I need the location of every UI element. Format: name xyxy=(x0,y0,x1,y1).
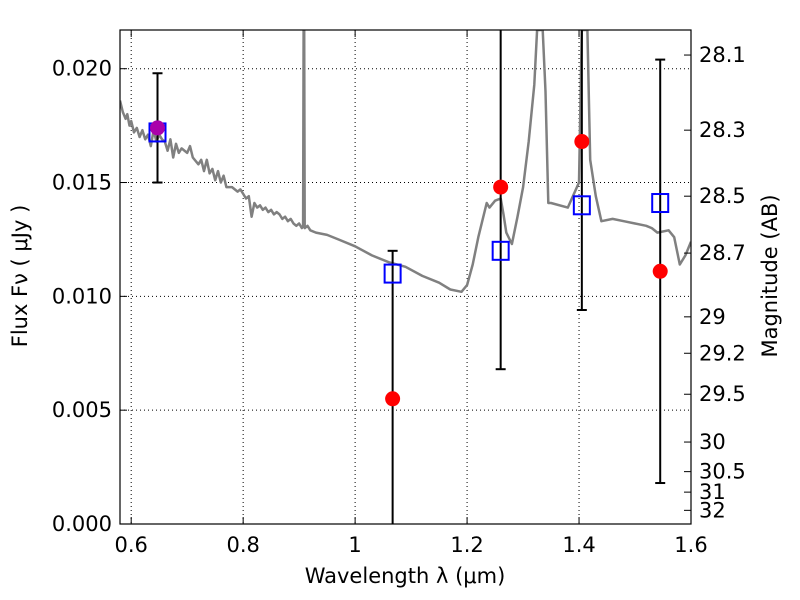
markers xyxy=(148,120,670,407)
right-tick-label-0: 28.1 xyxy=(699,43,746,67)
model-square-3 xyxy=(572,195,591,216)
y-tick-label-3: 0.015 xyxy=(52,171,112,195)
right-tick-label-10: 32 xyxy=(699,498,726,522)
x-axis-label: Wavelength λ (μm) xyxy=(305,564,506,588)
right-axis-label: Magnitude (AB) xyxy=(758,194,782,357)
observed-point-0 xyxy=(150,120,166,136)
x-tick-label-2: 1 xyxy=(348,533,361,557)
right-tick-label-6: 29.5 xyxy=(699,382,746,406)
model-square-2 xyxy=(491,240,510,261)
x-tick-label-1: 0.8 xyxy=(226,533,259,557)
model-square-1 xyxy=(383,263,402,284)
observed-point-2 xyxy=(493,179,509,195)
observed-point-1 xyxy=(385,391,401,407)
y-tick-label-2: 0.010 xyxy=(52,284,112,308)
right-tick-label-4: 29 xyxy=(699,305,726,329)
x-tick-label-4: 1.4 xyxy=(562,533,595,557)
right-tick-label-1: 28.3 xyxy=(699,118,746,142)
y-axis-label: Flux Fν ( μJy ) xyxy=(8,205,32,348)
plot-frame xyxy=(119,29,692,525)
right-tick-label-7: 30 xyxy=(699,430,726,454)
y-tick-label-4: 0.020 xyxy=(52,57,112,81)
model-spectrum xyxy=(120,30,691,294)
model-square-4 xyxy=(651,193,670,214)
right-tick-label-9: 31 xyxy=(699,480,726,504)
y-tick-label-0: 0.000 xyxy=(52,512,112,536)
y-tick-label-1: 0.005 xyxy=(52,398,112,422)
observed-point-4 xyxy=(652,263,668,279)
x-tick-label-3: 1.2 xyxy=(450,533,483,557)
axes: 0.6 0.8 1 1.2 1.4 1.6 0.000 0.005 0.010 0.015 0.02… xyxy=(52,29,746,557)
x-tick-label-0: 0.6 xyxy=(114,533,147,557)
grid xyxy=(120,30,692,525)
right-tick-label-8: 30.5 xyxy=(699,460,746,484)
x-tick-label-5: 1.6 xyxy=(674,533,707,557)
spectrum-line xyxy=(120,30,691,294)
right-tick-label-5: 29.2 xyxy=(699,341,746,365)
right-tick-label-2: 28.5 xyxy=(699,184,746,208)
observed-point-3 xyxy=(574,134,590,150)
right-tick-label-3: 28.7 xyxy=(699,241,746,265)
